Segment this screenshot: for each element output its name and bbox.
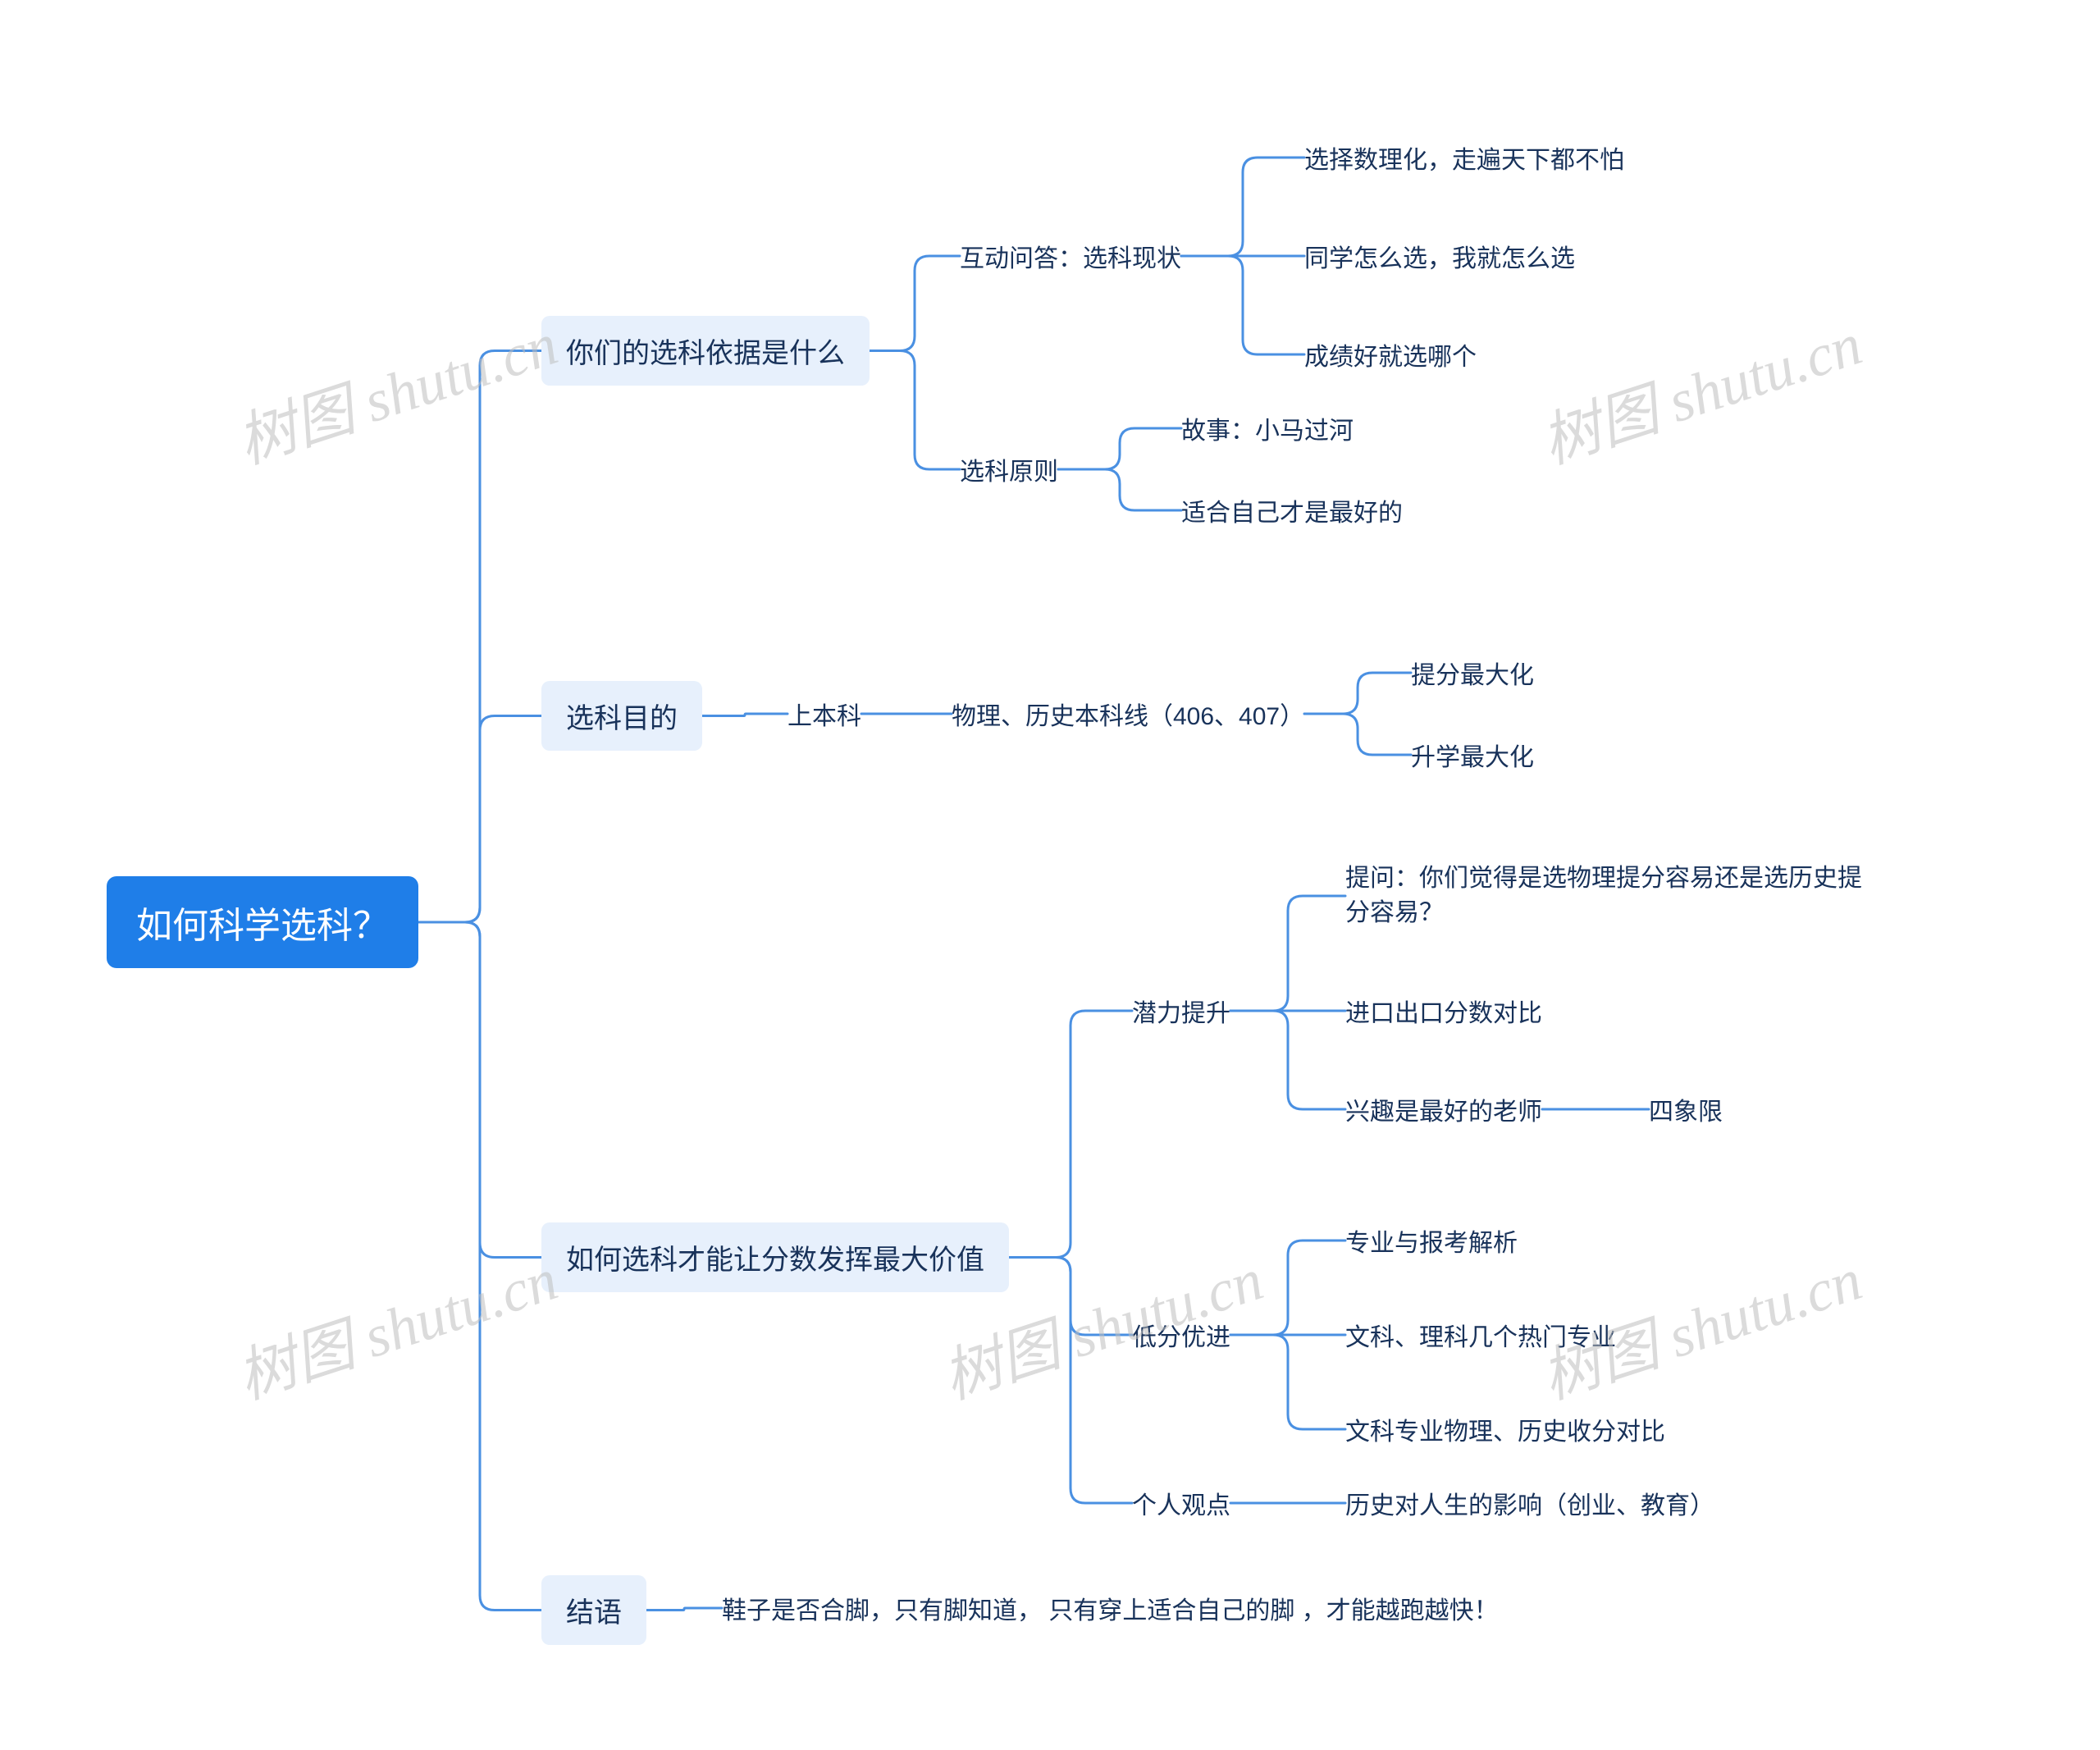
leaf-undergrad: 上本科 (788, 696, 861, 732)
leaf-fit-best: 适合自己才是最好的 (1181, 492, 1403, 528)
leaf-choose-math: 选择数理化，走遍天下都不怕 (1304, 139, 1624, 176)
branch-node-maxvalue: 如何选科才能让分数发挥最大价值 (541, 1222, 1009, 1292)
branch-node-conclude: 结语 (541, 1575, 646, 1645)
leaf-score-line: 物理、历史本科线（406、407） (952, 696, 1304, 732)
leaf-hot-majors: 文科、理科几个热门专业 (1345, 1317, 1616, 1353)
leaf-principle: 选科原则 (960, 451, 1058, 487)
leaf-shoe-fit: 鞋子是否合脚，只有脚知道， 只有穿上适合自己的脚 ，才能越跑越快！ (722, 1590, 1499, 1626)
leaf-max-score: 提分最大化 (1411, 655, 1534, 691)
leaf-score-compare: 文科专业物理、历史收分对比 (1345, 1411, 1665, 1447)
leaf-interest-teacher: 兴趣是最好的老师 (1345, 1091, 1542, 1127)
leaf-import-export: 进口出口分数对比 (1345, 993, 1542, 1029)
leaf-major-analysis: 专业与报考解析 (1345, 1222, 1518, 1259)
leaf-opinion: 个人观点 (1132, 1485, 1230, 1521)
branch-node-purpose: 选科目的 (541, 681, 702, 751)
leaf-potential: 潜力提升 (1132, 993, 1230, 1029)
leaf-history-impact: 历史对人生的影响（创业、教育） (1345, 1485, 1714, 1521)
root-node: 如何科学选科？ (107, 876, 418, 968)
leaf-max-admit: 升学最大化 (1411, 737, 1534, 773)
leaf-follow-peers: 同学怎么选，我就怎么选 (1304, 238, 1575, 274)
leaf-question-phys-hist: 提问：你们觉得是选物理提分容易还是选历史提分容易？ (1345, 861, 1870, 930)
leaf-interactive-qa: 互动问答：选科现状 (960, 238, 1181, 274)
branch-node-basis: 你们的选科依据是什么 (541, 316, 870, 386)
leaf-lowscore-adv: 低分优进 (1132, 1317, 1230, 1353)
leaf-grade-based: 成绩好就选哪个 (1304, 336, 1477, 372)
leaf-four-quadrant: 四象限 (1649, 1091, 1723, 1127)
leaf-story-horse: 故事：小马过河 (1181, 410, 1354, 446)
